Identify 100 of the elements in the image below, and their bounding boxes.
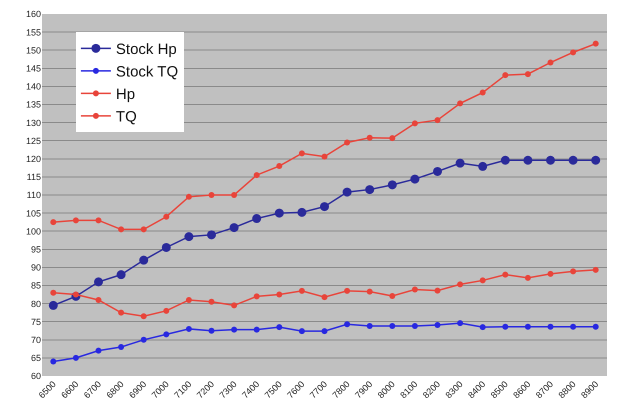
point (480, 324, 486, 330)
point (389, 323, 396, 330)
y-tick-label: 130 (26, 118, 41, 128)
point (524, 71, 531, 78)
y-tick-label: 90 (30, 262, 41, 273)
point (457, 320, 464, 326)
point (344, 140, 350, 146)
point (298, 288, 305, 294)
point (366, 323, 373, 330)
point (184, 232, 194, 242)
point (50, 290, 56, 296)
point (162, 242, 171, 252)
point (50, 219, 56, 226)
point (365, 185, 374, 194)
y-tick-label: 95 (30, 244, 41, 254)
point (570, 49, 576, 56)
point (96, 296, 102, 303)
point (276, 324, 282, 330)
point (457, 281, 464, 288)
point (186, 194, 192, 200)
y-tick-label: 105 (26, 208, 41, 218)
point (94, 277, 103, 286)
y-tick-label: 115 (26, 172, 41, 182)
point (524, 274, 531, 281)
point (548, 324, 554, 330)
point (208, 328, 214, 334)
point (342, 188, 352, 197)
point (412, 323, 418, 330)
y-tick-label: 110 (26, 190, 41, 200)
legend-label: Stock Hp (116, 41, 177, 58)
point (118, 226, 124, 232)
point (254, 293, 260, 300)
point (568, 156, 578, 165)
point (434, 322, 440, 328)
point (72, 354, 79, 361)
point (231, 302, 238, 308)
point (96, 348, 102, 354)
point (548, 60, 554, 66)
y-tick-label: 135 (26, 100, 41, 110)
point (546, 156, 555, 165)
point (592, 324, 599, 330)
y-tick-label: 145 (26, 63, 41, 74)
point (208, 192, 214, 198)
point (344, 288, 350, 294)
point (457, 100, 464, 106)
point (434, 117, 440, 124)
point (230, 223, 239, 232)
point (72, 217, 79, 224)
point (48, 300, 58, 310)
point (591, 156, 600, 165)
point (231, 192, 238, 198)
point (480, 90, 486, 96)
point (548, 270, 554, 277)
point (140, 336, 147, 343)
point (186, 326, 192, 332)
y-tick-label: 120 (26, 154, 41, 164)
point (96, 217, 102, 224)
point (478, 162, 488, 171)
y-tick-label: 70 (30, 334, 41, 345)
point (523, 156, 532, 165)
y-tick-label: 140 (26, 82, 41, 92)
point (207, 230, 216, 240)
y-tick-label: 155 (26, 27, 41, 38)
point (322, 328, 328, 334)
point (412, 120, 418, 126)
point (139, 256, 148, 265)
point (163, 214, 170, 220)
point (276, 163, 282, 170)
y-tick-label: 65 (30, 353, 41, 364)
point (434, 288, 440, 294)
point (322, 154, 328, 160)
point (254, 326, 260, 333)
point (592, 266, 599, 273)
y-tick-label: 100 (26, 226, 41, 236)
point (163, 308, 170, 314)
point (322, 294, 328, 300)
point (208, 298, 214, 305)
point (116, 270, 126, 280)
y-tick-label: 150 (26, 45, 41, 56)
legend-label: Hp (116, 86, 136, 104)
point (433, 166, 442, 176)
point (186, 296, 192, 303)
point (274, 208, 284, 218)
point (389, 293, 396, 299)
y-tick-label: 85 (30, 280, 41, 291)
point (140, 226, 147, 232)
point (254, 172, 260, 178)
point (456, 158, 465, 168)
point (50, 358, 56, 365)
point (366, 134, 373, 141)
point (344, 321, 350, 328)
legend-label: Stock TQ (116, 64, 178, 81)
point (118, 310, 124, 316)
point (298, 150, 305, 156)
point (140, 313, 147, 320)
point (231, 326, 238, 333)
point (502, 272, 508, 278)
point (118, 344, 124, 350)
point (570, 268, 576, 274)
point (320, 202, 329, 212)
